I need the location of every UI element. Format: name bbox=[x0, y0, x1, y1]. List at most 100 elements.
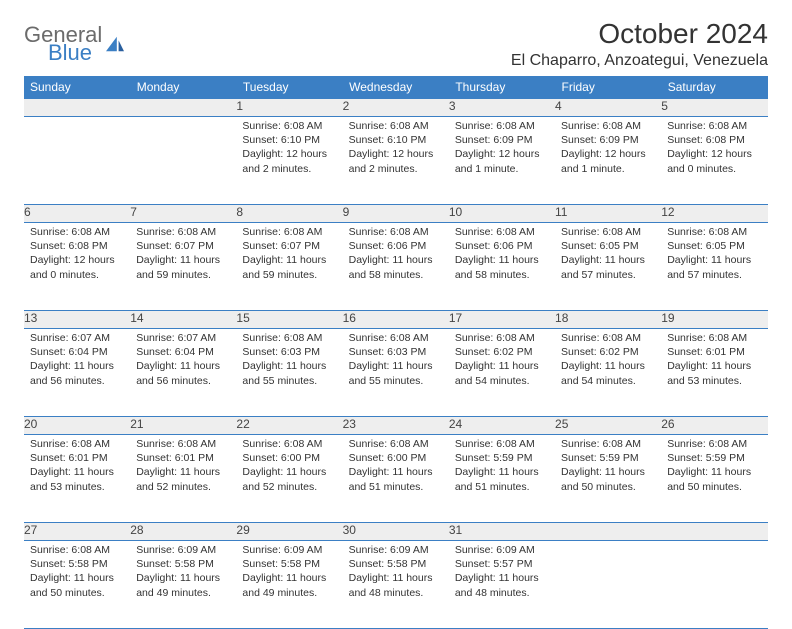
sunrise-text: Sunrise: 6:08 AM bbox=[667, 119, 761, 133]
sunrise-text: Sunrise: 6:08 AM bbox=[349, 331, 443, 345]
day-details: Sunrise: 6:08 AMSunset: 6:06 PMDaylight:… bbox=[449, 223, 555, 286]
day-number-cell: 21 bbox=[130, 417, 236, 435]
sunrise-text: Sunrise: 6:08 AM bbox=[455, 119, 549, 133]
day-number-cell: 15 bbox=[236, 311, 342, 329]
day-number-cell: 16 bbox=[343, 311, 449, 329]
day-number-cell: 6 bbox=[24, 205, 130, 223]
daylight-text: Daylight: 11 hours and 55 minutes. bbox=[242, 359, 336, 387]
day-details: Sunrise: 6:08 AMSunset: 6:01 PMDaylight:… bbox=[661, 329, 767, 392]
sunset-text: Sunset: 6:06 PM bbox=[455, 239, 549, 253]
sunset-text: Sunset: 6:09 PM bbox=[561, 133, 655, 147]
day-number-cell: 26 bbox=[661, 417, 767, 435]
day-number-cell: 25 bbox=[555, 417, 661, 435]
day-number-cell: 24 bbox=[449, 417, 555, 435]
day-number-cell: 29 bbox=[236, 523, 342, 541]
day-number-cell: 11 bbox=[555, 205, 661, 223]
weekday-header: Thursday bbox=[449, 76, 555, 99]
sunrise-text: Sunrise: 6:07 AM bbox=[30, 331, 124, 345]
sunset-text: Sunset: 6:07 PM bbox=[136, 239, 230, 253]
sunset-text: Sunset: 6:03 PM bbox=[242, 345, 336, 359]
sunrise-text: Sunrise: 6:08 AM bbox=[561, 119, 655, 133]
day-details: Sunrise: 6:08 AMSunset: 6:01 PMDaylight:… bbox=[24, 435, 130, 498]
day-details: Sunrise: 6:08 AMSunset: 6:03 PMDaylight:… bbox=[236, 329, 342, 392]
day-cell: Sunrise: 6:08 AMSunset: 6:09 PMDaylight:… bbox=[449, 117, 555, 205]
sunset-text: Sunset: 6:08 PM bbox=[30, 239, 124, 253]
day-cell: Sunrise: 6:08 AMSunset: 6:08 PMDaylight:… bbox=[24, 223, 130, 311]
sunrise-text: Sunrise: 6:07 AM bbox=[136, 331, 230, 345]
sunset-text: Sunset: 5:59 PM bbox=[455, 451, 549, 465]
day-cell: Sunrise: 6:08 AMSunset: 6:08 PMDaylight:… bbox=[661, 117, 767, 205]
day-number-cell: 8 bbox=[236, 205, 342, 223]
sunrise-text: Sunrise: 6:08 AM bbox=[136, 437, 230, 451]
day-number-cell: 9 bbox=[343, 205, 449, 223]
day-cell: Sunrise: 6:08 AMSunset: 6:02 PMDaylight:… bbox=[555, 329, 661, 417]
sunrise-text: Sunrise: 6:08 AM bbox=[242, 437, 336, 451]
sunset-text: Sunset: 6:10 PM bbox=[242, 133, 336, 147]
day-cell: Sunrise: 6:08 AMSunset: 5:59 PMDaylight:… bbox=[661, 435, 767, 523]
day-cell bbox=[661, 541, 767, 629]
day-details: Sunrise: 6:08 AMSunset: 6:00 PMDaylight:… bbox=[343, 435, 449, 498]
sunrise-text: Sunrise: 6:08 AM bbox=[30, 437, 124, 451]
sunrise-text: Sunrise: 6:08 AM bbox=[136, 225, 230, 239]
day-details: Sunrise: 6:08 AMSunset: 6:10 PMDaylight:… bbox=[236, 117, 342, 180]
daylight-text: Daylight: 11 hours and 48 minutes. bbox=[349, 571, 443, 599]
daylight-text: Daylight: 12 hours and 2 minutes. bbox=[349, 147, 443, 175]
sunrise-text: Sunrise: 6:08 AM bbox=[561, 437, 655, 451]
sunset-text: Sunset: 6:05 PM bbox=[561, 239, 655, 253]
daylight-text: Daylight: 11 hours and 51 minutes. bbox=[455, 465, 549, 493]
sunset-text: Sunset: 6:05 PM bbox=[667, 239, 761, 253]
day-number-cell: 20 bbox=[24, 417, 130, 435]
day-number-cell bbox=[661, 523, 767, 541]
brand-text-blue: Blue bbox=[48, 42, 102, 64]
sunrise-text: Sunrise: 6:08 AM bbox=[561, 225, 655, 239]
day-details: Sunrise: 6:08 AMSunset: 6:06 PMDaylight:… bbox=[343, 223, 449, 286]
day-number-cell: 28 bbox=[130, 523, 236, 541]
sunset-text: Sunset: 5:58 PM bbox=[242, 557, 336, 571]
sunset-text: Sunset: 6:07 PM bbox=[242, 239, 336, 253]
day-cell: Sunrise: 6:08 AMSunset: 6:06 PMDaylight:… bbox=[449, 223, 555, 311]
day-number-cell: 14 bbox=[130, 311, 236, 329]
day-cell: Sunrise: 6:09 AMSunset: 5:58 PMDaylight:… bbox=[130, 541, 236, 629]
day-number-cell: 13 bbox=[24, 311, 130, 329]
sunset-text: Sunset: 6:02 PM bbox=[561, 345, 655, 359]
daylight-text: Daylight: 11 hours and 57 minutes. bbox=[561, 253, 655, 281]
sunrise-text: Sunrise: 6:08 AM bbox=[242, 119, 336, 133]
sunset-text: Sunset: 5:59 PM bbox=[561, 451, 655, 465]
sunrise-text: Sunrise: 6:09 AM bbox=[349, 543, 443, 557]
sunset-text: Sunset: 6:00 PM bbox=[242, 451, 336, 465]
sunrise-text: Sunrise: 6:08 AM bbox=[349, 437, 443, 451]
weekday-header: Wednesday bbox=[343, 76, 449, 99]
daylight-text: Daylight: 12 hours and 0 minutes. bbox=[667, 147, 761, 175]
day-details: Sunrise: 6:08 AMSunset: 6:01 PMDaylight:… bbox=[130, 435, 236, 498]
daylight-text: Daylight: 11 hours and 52 minutes. bbox=[136, 465, 230, 493]
day-cell: Sunrise: 6:08 AMSunset: 6:07 PMDaylight:… bbox=[130, 223, 236, 311]
daylight-text: Daylight: 11 hours and 58 minutes. bbox=[455, 253, 549, 281]
title-block: October 2024 El Chaparro, Anzoategui, Ve… bbox=[511, 18, 768, 70]
day-cell: Sunrise: 6:07 AMSunset: 6:04 PMDaylight:… bbox=[130, 329, 236, 417]
day-cell: Sunrise: 6:08 AMSunset: 6:03 PMDaylight:… bbox=[236, 329, 342, 417]
daylight-text: Daylight: 11 hours and 54 minutes. bbox=[561, 359, 655, 387]
day-details: Sunrise: 6:08 AMSunset: 6:02 PMDaylight:… bbox=[449, 329, 555, 392]
day-details: Sunrise: 6:07 AMSunset: 6:04 PMDaylight:… bbox=[24, 329, 130, 392]
brand-logo: General Blue bbox=[24, 24, 126, 64]
day-cell: Sunrise: 6:08 AMSunset: 6:00 PMDaylight:… bbox=[343, 435, 449, 523]
day-cell: Sunrise: 6:09 AMSunset: 5:58 PMDaylight:… bbox=[236, 541, 342, 629]
day-details: Sunrise: 6:08 AMSunset: 6:03 PMDaylight:… bbox=[343, 329, 449, 392]
day-number-cell: 4 bbox=[555, 99, 661, 117]
daylight-text: Daylight: 11 hours and 53 minutes. bbox=[30, 465, 124, 493]
day-details: Sunrise: 6:08 AMSunset: 6:09 PMDaylight:… bbox=[449, 117, 555, 180]
sunrise-text: Sunrise: 6:08 AM bbox=[667, 331, 761, 345]
weekday-header: Monday bbox=[130, 76, 236, 99]
sunset-text: Sunset: 6:04 PM bbox=[136, 345, 230, 359]
sunrise-text: Sunrise: 6:08 AM bbox=[561, 331, 655, 345]
sunrise-text: Sunrise: 6:08 AM bbox=[455, 331, 549, 345]
sunset-text: Sunset: 6:01 PM bbox=[136, 451, 230, 465]
sunrise-text: Sunrise: 6:08 AM bbox=[349, 225, 443, 239]
day-cell: Sunrise: 6:09 AMSunset: 5:57 PMDaylight:… bbox=[449, 541, 555, 629]
day-number-cell: 17 bbox=[449, 311, 555, 329]
weekday-header: Tuesday bbox=[236, 76, 342, 99]
day-number-cell: 7 bbox=[130, 205, 236, 223]
daylight-text: Daylight: 11 hours and 50 minutes. bbox=[667, 465, 761, 493]
daylight-text: Daylight: 11 hours and 53 minutes. bbox=[667, 359, 761, 387]
daylight-text: Daylight: 11 hours and 54 minutes. bbox=[455, 359, 549, 387]
